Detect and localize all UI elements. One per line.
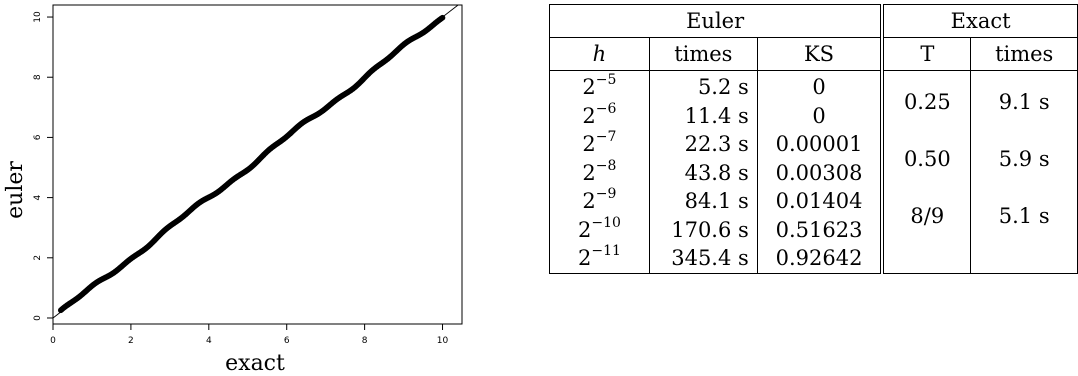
cell-ks: 0.51623	[756, 215, 885, 244]
cell-exact-time: 5.9 s	[970, 130, 1078, 187]
cell-exact-time: 5.1 s	[970, 187, 1078, 244]
table-row: 2−9 84.1 s 0.01404 8/9 5.1 s	[549, 186, 1078, 244]
x-tick-label: 6	[284, 336, 290, 346]
cell-T: 0.50	[881, 130, 972, 187]
cell-ks: 0.92642	[756, 244, 885, 274]
table-row: 2−8 43.8 s 0.00308	[549, 158, 1078, 187]
cell-h: 2−6	[549, 101, 650, 130]
cell-h: 2−7	[549, 129, 650, 159]
group-header-row: Euler Exact	[549, 4, 1078, 38]
cell-time: 11.4 s	[648, 101, 758, 130]
col-header-times: times	[648, 37, 758, 71]
cell-ks: 0	[756, 70, 885, 102]
y-tick-label: 6	[33, 134, 43, 140]
x-tick-label: 2	[128, 336, 134, 346]
col-header-ks: KS	[756, 37, 885, 71]
table-row: 2−11 345.4 s 0.92642	[549, 243, 1078, 274]
cell-h: 2−9	[549, 186, 650, 216]
cell-ks: 0	[756, 101, 885, 130]
qq-plot: 0 2 4 6 8 10 0 2 4 6 8 10 exact euler	[3, 4, 463, 376]
group-header-exact: Exact	[881, 4, 1078, 38]
y-tick-label: 0	[33, 315, 43, 321]
y-tick-label: 10	[33, 11, 43, 23]
data-point	[439, 14, 446, 21]
col-header-T: T	[881, 37, 972, 71]
x-axis-label: exact	[225, 351, 285, 376]
group-header-euler: Euler	[549, 4, 885, 38]
cell-exact-time: 9.1 s	[970, 70, 1078, 130]
y-tick-label: 8	[33, 74, 43, 80]
x-tick-label: 10	[437, 336, 449, 346]
col-header-exact-times: times	[970, 37, 1078, 71]
cell-h: 2−11	[549, 243, 650, 274]
col-header-h: h	[549, 37, 650, 71]
cell-h: 2−5	[549, 70, 650, 102]
cell-T-empty	[881, 244, 972, 273]
y-tick-label: 2	[33, 255, 43, 261]
cell-time: 43.8 s	[648, 158, 758, 187]
column-header-row: h times KS T times	[549, 37, 1078, 71]
plot-frame	[52, 4, 463, 325]
cell-time: 5.2 s	[648, 70, 758, 102]
y-axis-label: euler	[3, 161, 28, 219]
table-row: 2−10 170.6 s 0.51623	[549, 215, 1078, 244]
cell-ks: 0.00308	[756, 158, 885, 187]
cell-h: 2−8	[549, 158, 650, 187]
x-tick-label: 0	[50, 336, 56, 346]
cell-h: 2−10	[549, 215, 650, 244]
cell-time: 345.4 s	[648, 244, 758, 274]
data-points	[57, 14, 446, 314]
results-table: Euler Exact h times KS T times 2−5 5.2 s…	[549, 4, 1078, 274]
cell-T: 8/9	[881, 187, 972, 244]
cell-time: 170.6 s	[648, 215, 758, 244]
table-row: 2−6 11.4 s 0	[549, 101, 1078, 130]
cell-T: 0.25	[881, 70, 972, 130]
y-tick-label: 4	[33, 194, 43, 200]
table-row: 2−7 22.3 s 0.00001 0.50 5.9 s	[549, 129, 1078, 187]
table-row: 2−5 5.2 s 0 0.25 9.1 s	[549, 70, 1078, 130]
cell-time: 84.1 s	[648, 187, 758, 216]
cell-exact-time-empty	[970, 244, 1078, 273]
cell-ks: 0.00001	[756, 130, 885, 159]
x-tick-label: 8	[362, 336, 368, 346]
cell-ks: 0.01404	[756, 187, 885, 216]
cell-time: 22.3 s	[648, 130, 758, 159]
x-tick-label: 4	[206, 336, 212, 346]
axis-ticks: 0 2 4 6 8 10 0 2 4 6 8 10	[33, 11, 449, 346]
